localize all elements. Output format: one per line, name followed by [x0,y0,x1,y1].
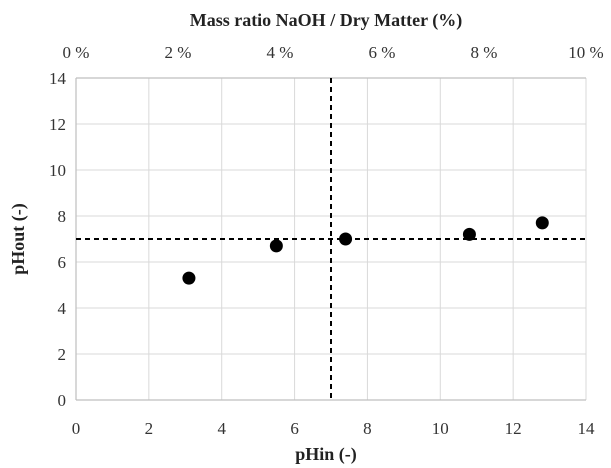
y-tick-label: 8 [58,207,67,226]
data-point [535,216,549,230]
top-tick-label: 8 % [471,43,498,62]
x-tick-label: 12 [505,419,522,438]
y-tick-label: 0 [58,391,67,410]
top-axis-title: Mass ratio NaOH / Dry Matter (%) [190,10,463,31]
x-tick-label: 2 [145,419,154,438]
data-point [462,227,476,241]
x-tick-label: 14 [578,419,596,438]
y-tick-label: 4 [58,299,67,318]
x-tick-label: 8 [363,419,372,438]
y-tick-label: 6 [58,253,67,272]
data-point [182,271,196,285]
y-axis-title: pHout (-) [8,203,29,275]
top-tick-label: 2 % [165,43,192,62]
top-tick-label: 10 % [568,43,603,62]
reference-lines [76,78,586,400]
data-point [269,239,283,253]
y-tick-label: 2 [58,345,67,364]
y-tick-label: 14 [49,69,67,88]
x-tick-label: 0 [72,419,81,438]
top-tick-label: 4 % [267,43,294,62]
y-tick-label: 12 [49,115,66,134]
x-tick-label: 10 [432,419,449,438]
y-tick-label: 10 [49,161,66,180]
data-points [182,216,549,285]
top-tick-label: 6 % [369,43,396,62]
tick-labels: 0 2 4 6 8 10 12 14 0 2 4 6 8 10 12 14 0 % 2 % 4 % 6 % 8 % 10 … [49,43,604,438]
data-point [339,232,353,246]
top-tick-label: 0 % [63,43,90,62]
x-axis-title: pHin (-) [295,444,357,465]
x-tick-label: 4 [217,419,226,438]
x-tick-label: 6 [290,419,299,438]
